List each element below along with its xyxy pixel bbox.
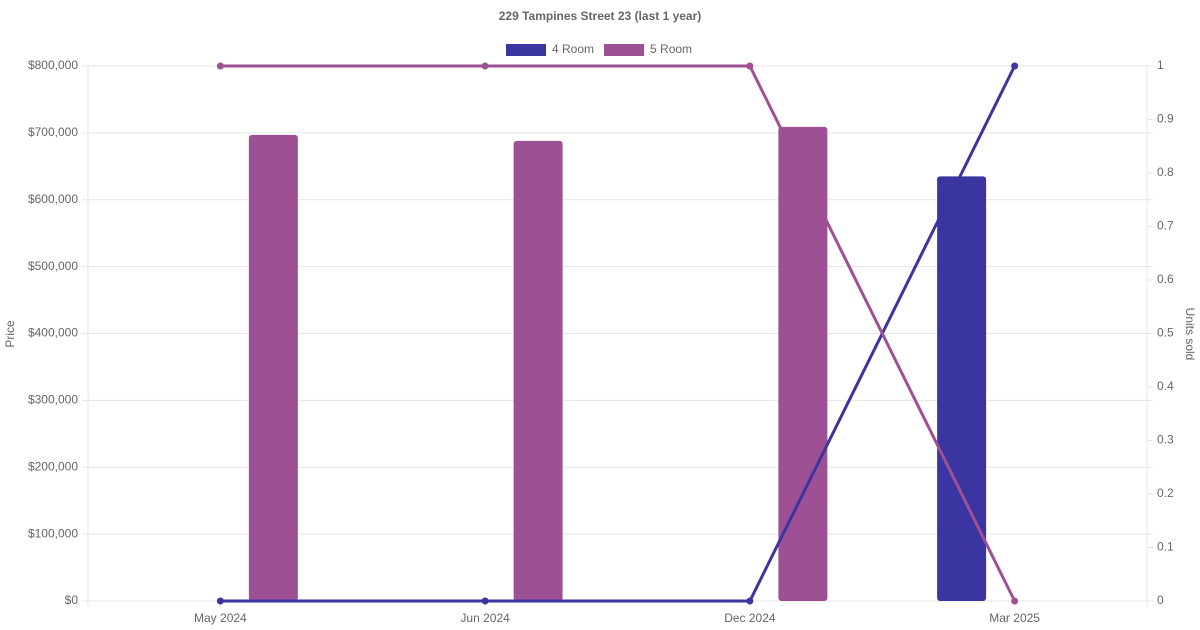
legend-label: 5 Room xyxy=(650,42,692,56)
chart-title: 229 Tampines Street 23 (last 1 year) xyxy=(499,9,702,23)
bar xyxy=(937,176,987,601)
y2-tick-label: 0.5 xyxy=(1157,326,1174,340)
y-tick-label: $300,000 xyxy=(28,393,78,407)
units-point xyxy=(216,597,224,605)
bar xyxy=(778,126,828,601)
y2-tick-label: 0 xyxy=(1157,593,1164,607)
y-tick-label: $800,000 xyxy=(28,58,78,72)
y-tick-label: $100,000 xyxy=(28,526,78,540)
units-point xyxy=(1011,597,1019,605)
y-tick-label: $600,000 xyxy=(28,192,78,206)
y2-tick-label: 0.2 xyxy=(1157,486,1174,500)
legend-swatch xyxy=(604,44,645,56)
x-tick-label: Dec 2024 xyxy=(724,611,776,625)
legend-swatch xyxy=(506,44,546,56)
units-point xyxy=(746,597,754,605)
y2-tick-label: 0.3 xyxy=(1157,433,1174,447)
x-tick-label: May 2024 xyxy=(194,611,247,625)
y-tick-label: $400,000 xyxy=(28,326,78,340)
bar xyxy=(513,140,563,601)
legend-label: 4 Room xyxy=(552,42,594,56)
y-tick-label: $200,000 xyxy=(28,459,78,473)
units-line xyxy=(220,64,1016,602)
y2-axis-label: Units sold xyxy=(1183,308,1197,361)
y2-tick-label: 0.7 xyxy=(1157,219,1174,233)
y2-tick-label: 0.6 xyxy=(1157,272,1174,286)
units-point xyxy=(481,597,489,605)
y2-tick-label: 0.8 xyxy=(1157,165,1174,179)
y2-tick-label: 1 xyxy=(1157,58,1164,72)
y-tick-label: $500,000 xyxy=(28,259,78,273)
x-tick-label: Mar 2025 xyxy=(989,611,1040,625)
units-point xyxy=(1011,62,1019,70)
y2-tick-label: 0.1 xyxy=(1157,540,1174,554)
units-point xyxy=(481,62,489,70)
legend: 4 Room 5 Room xyxy=(506,42,692,56)
y-tick-label: $700,000 xyxy=(28,125,78,139)
units-point xyxy=(216,62,224,70)
y-axis-label: Price xyxy=(3,320,17,348)
y2-tick-label: 0.4 xyxy=(1157,379,1174,393)
y2-tick-label: 0.9 xyxy=(1157,112,1174,126)
bar xyxy=(248,134,298,601)
units-point xyxy=(746,62,754,70)
y-tick-label: $0 xyxy=(65,593,79,607)
x-tick-label: Jun 2024 xyxy=(460,611,510,625)
